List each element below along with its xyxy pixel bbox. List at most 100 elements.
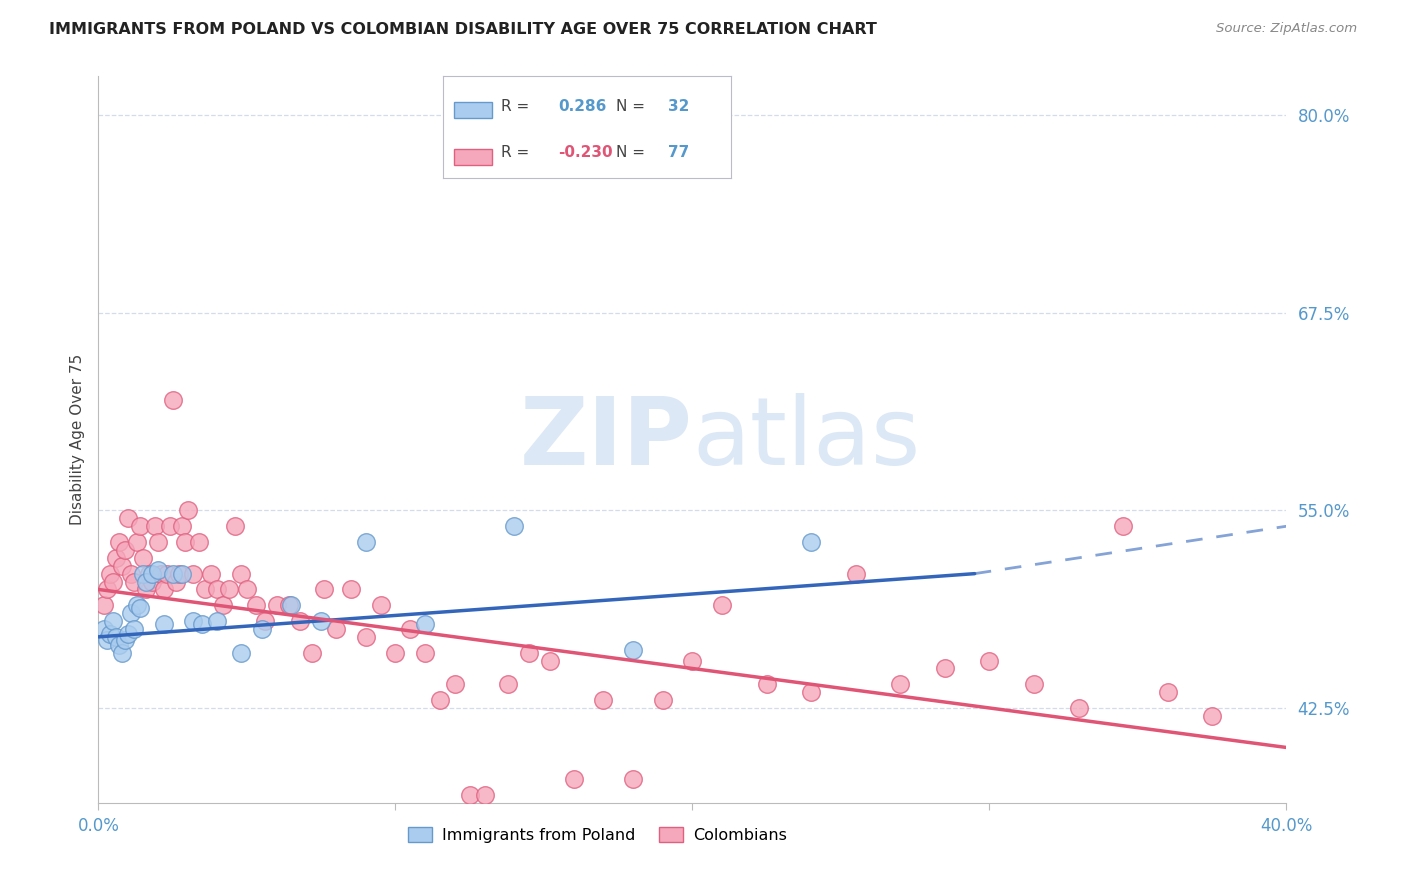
Point [129,519,152,533]
Point [111,558,134,573]
Point [280,599,302,613]
Point [146,564,169,578]
Point [229,646,252,660]
Point [458,788,481,802]
Point [96,582,118,597]
Point [498,677,520,691]
Point [651,693,673,707]
Text: R =: R = [501,99,534,114]
Bar [454,103,492,119]
Point [200,566,222,581]
Point [413,617,436,632]
Point [845,566,868,581]
Point [800,535,823,549]
Legend: Immigrants from Poland, Colombians: Immigrants from Poland, Colombians [402,821,793,849]
Point [108,535,131,549]
Text: R =: R = [501,145,534,161]
Y-axis label: Disability Age Over 75: Disability Age Over 75 [69,354,84,524]
Point [266,599,288,613]
Point [290,614,312,628]
Point [183,566,205,581]
Point [165,574,187,589]
Point [621,772,644,786]
Text: IMMIGRANTS FROM POLAND VS COLOMBIAN DISABILITY AGE OVER 75 CORRELATION CHART: IMMIGRANTS FROM POLAND VS COLOMBIAN DISA… [49,22,877,37]
Point [325,622,347,636]
Point [354,630,377,644]
Point [98,566,121,581]
Point [755,677,778,691]
Point [800,685,823,699]
Point [152,617,174,632]
Point [93,599,115,613]
Point [1067,701,1090,715]
Point [96,633,118,648]
Point [167,566,190,581]
Point [245,599,267,613]
Text: N =: N = [616,145,650,161]
Point [176,503,198,517]
Point [1156,685,1178,699]
Point [170,566,193,581]
Point [114,633,136,648]
Point [132,550,155,565]
Point [301,646,323,660]
Point [120,566,142,581]
Point [681,654,703,668]
Point [194,582,217,597]
Point [229,566,252,581]
Point [103,614,125,628]
Point [309,614,332,628]
Point [340,582,363,597]
Point [93,622,115,636]
Point [314,582,336,597]
Point [429,693,451,707]
Point [114,543,136,558]
Point [399,622,422,636]
Point [146,535,169,549]
Bar [454,149,492,164]
Point [224,519,246,533]
Point [125,599,148,613]
Point [621,642,644,657]
Point [517,646,540,660]
Point [105,630,128,644]
Point [135,574,157,589]
Point [149,566,172,581]
Point [183,614,205,628]
Point [117,626,139,640]
Point [562,772,585,786]
Point [191,617,214,632]
Point [143,519,166,533]
Point [979,654,1001,668]
Point [129,601,152,615]
Point [132,566,155,581]
Point [141,566,163,581]
Point [538,654,561,668]
Point [253,614,276,628]
Point [103,574,125,589]
Point [934,661,956,675]
Point [218,582,240,597]
Point [117,511,139,525]
Point [413,646,436,660]
Text: atlas: atlas [692,393,921,485]
Point [162,566,184,581]
Point [122,574,145,589]
Point [354,535,377,549]
Text: Source: ZipAtlas.com: Source: ZipAtlas.com [1216,22,1357,36]
Point [889,677,911,691]
Point [108,638,131,652]
Point [111,646,134,660]
Text: 0.286: 0.286 [558,99,606,114]
Point [120,606,142,620]
Point [122,622,145,636]
Text: -0.230: -0.230 [558,145,613,161]
Point [250,622,273,636]
Point [711,599,734,613]
Point [1022,677,1045,691]
Text: 77: 77 [668,145,689,161]
Point [384,646,406,660]
Point [135,582,157,597]
Point [592,693,614,707]
Point [170,519,193,533]
